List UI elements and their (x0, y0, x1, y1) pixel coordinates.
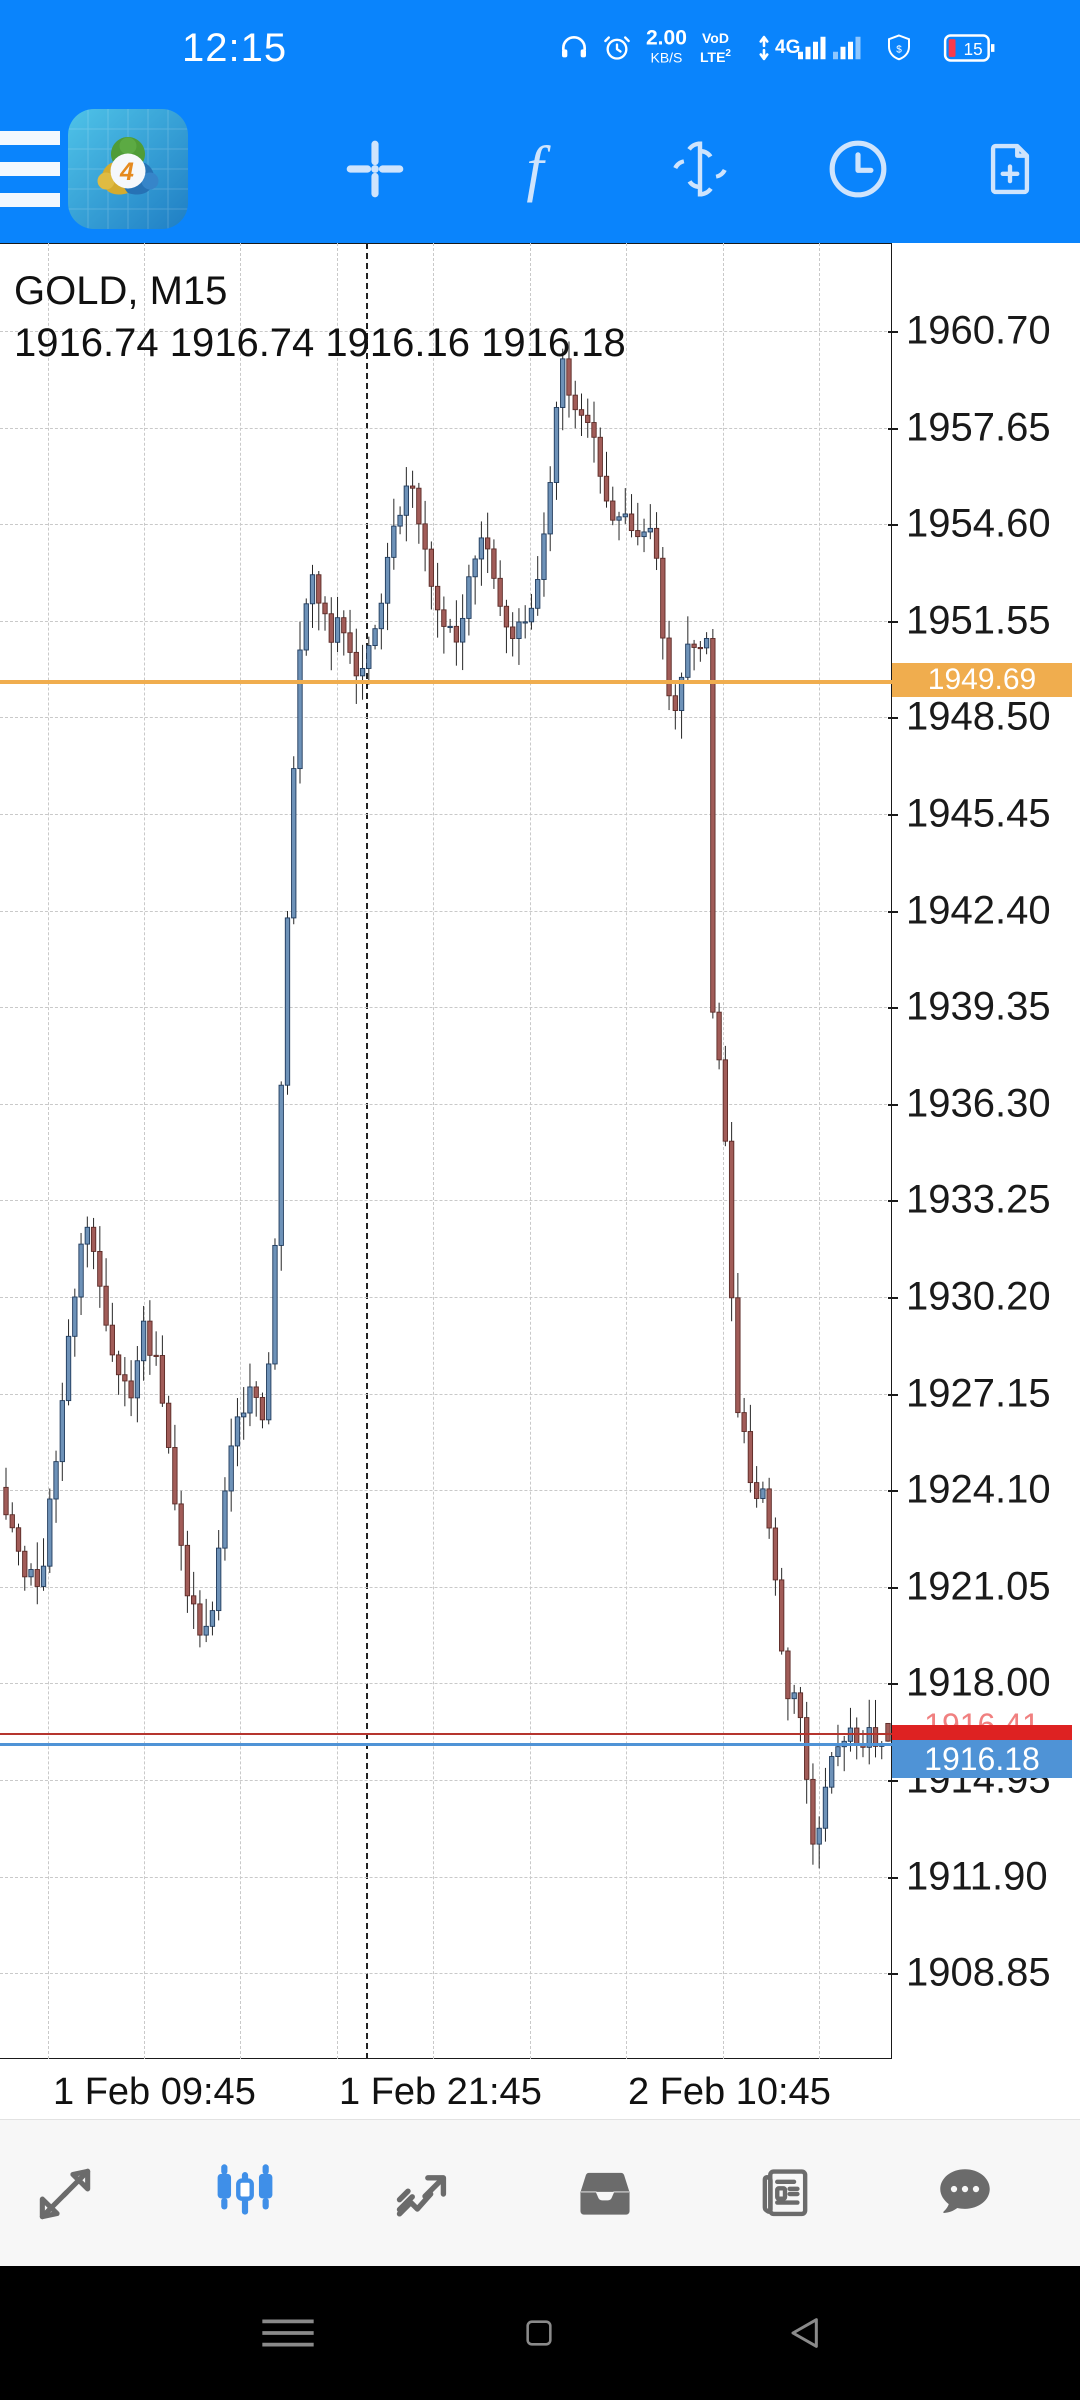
svg-text:15: 15 (964, 40, 983, 59)
svg-text:$: $ (896, 44, 902, 55)
svg-text:4: 4 (119, 158, 134, 186)
